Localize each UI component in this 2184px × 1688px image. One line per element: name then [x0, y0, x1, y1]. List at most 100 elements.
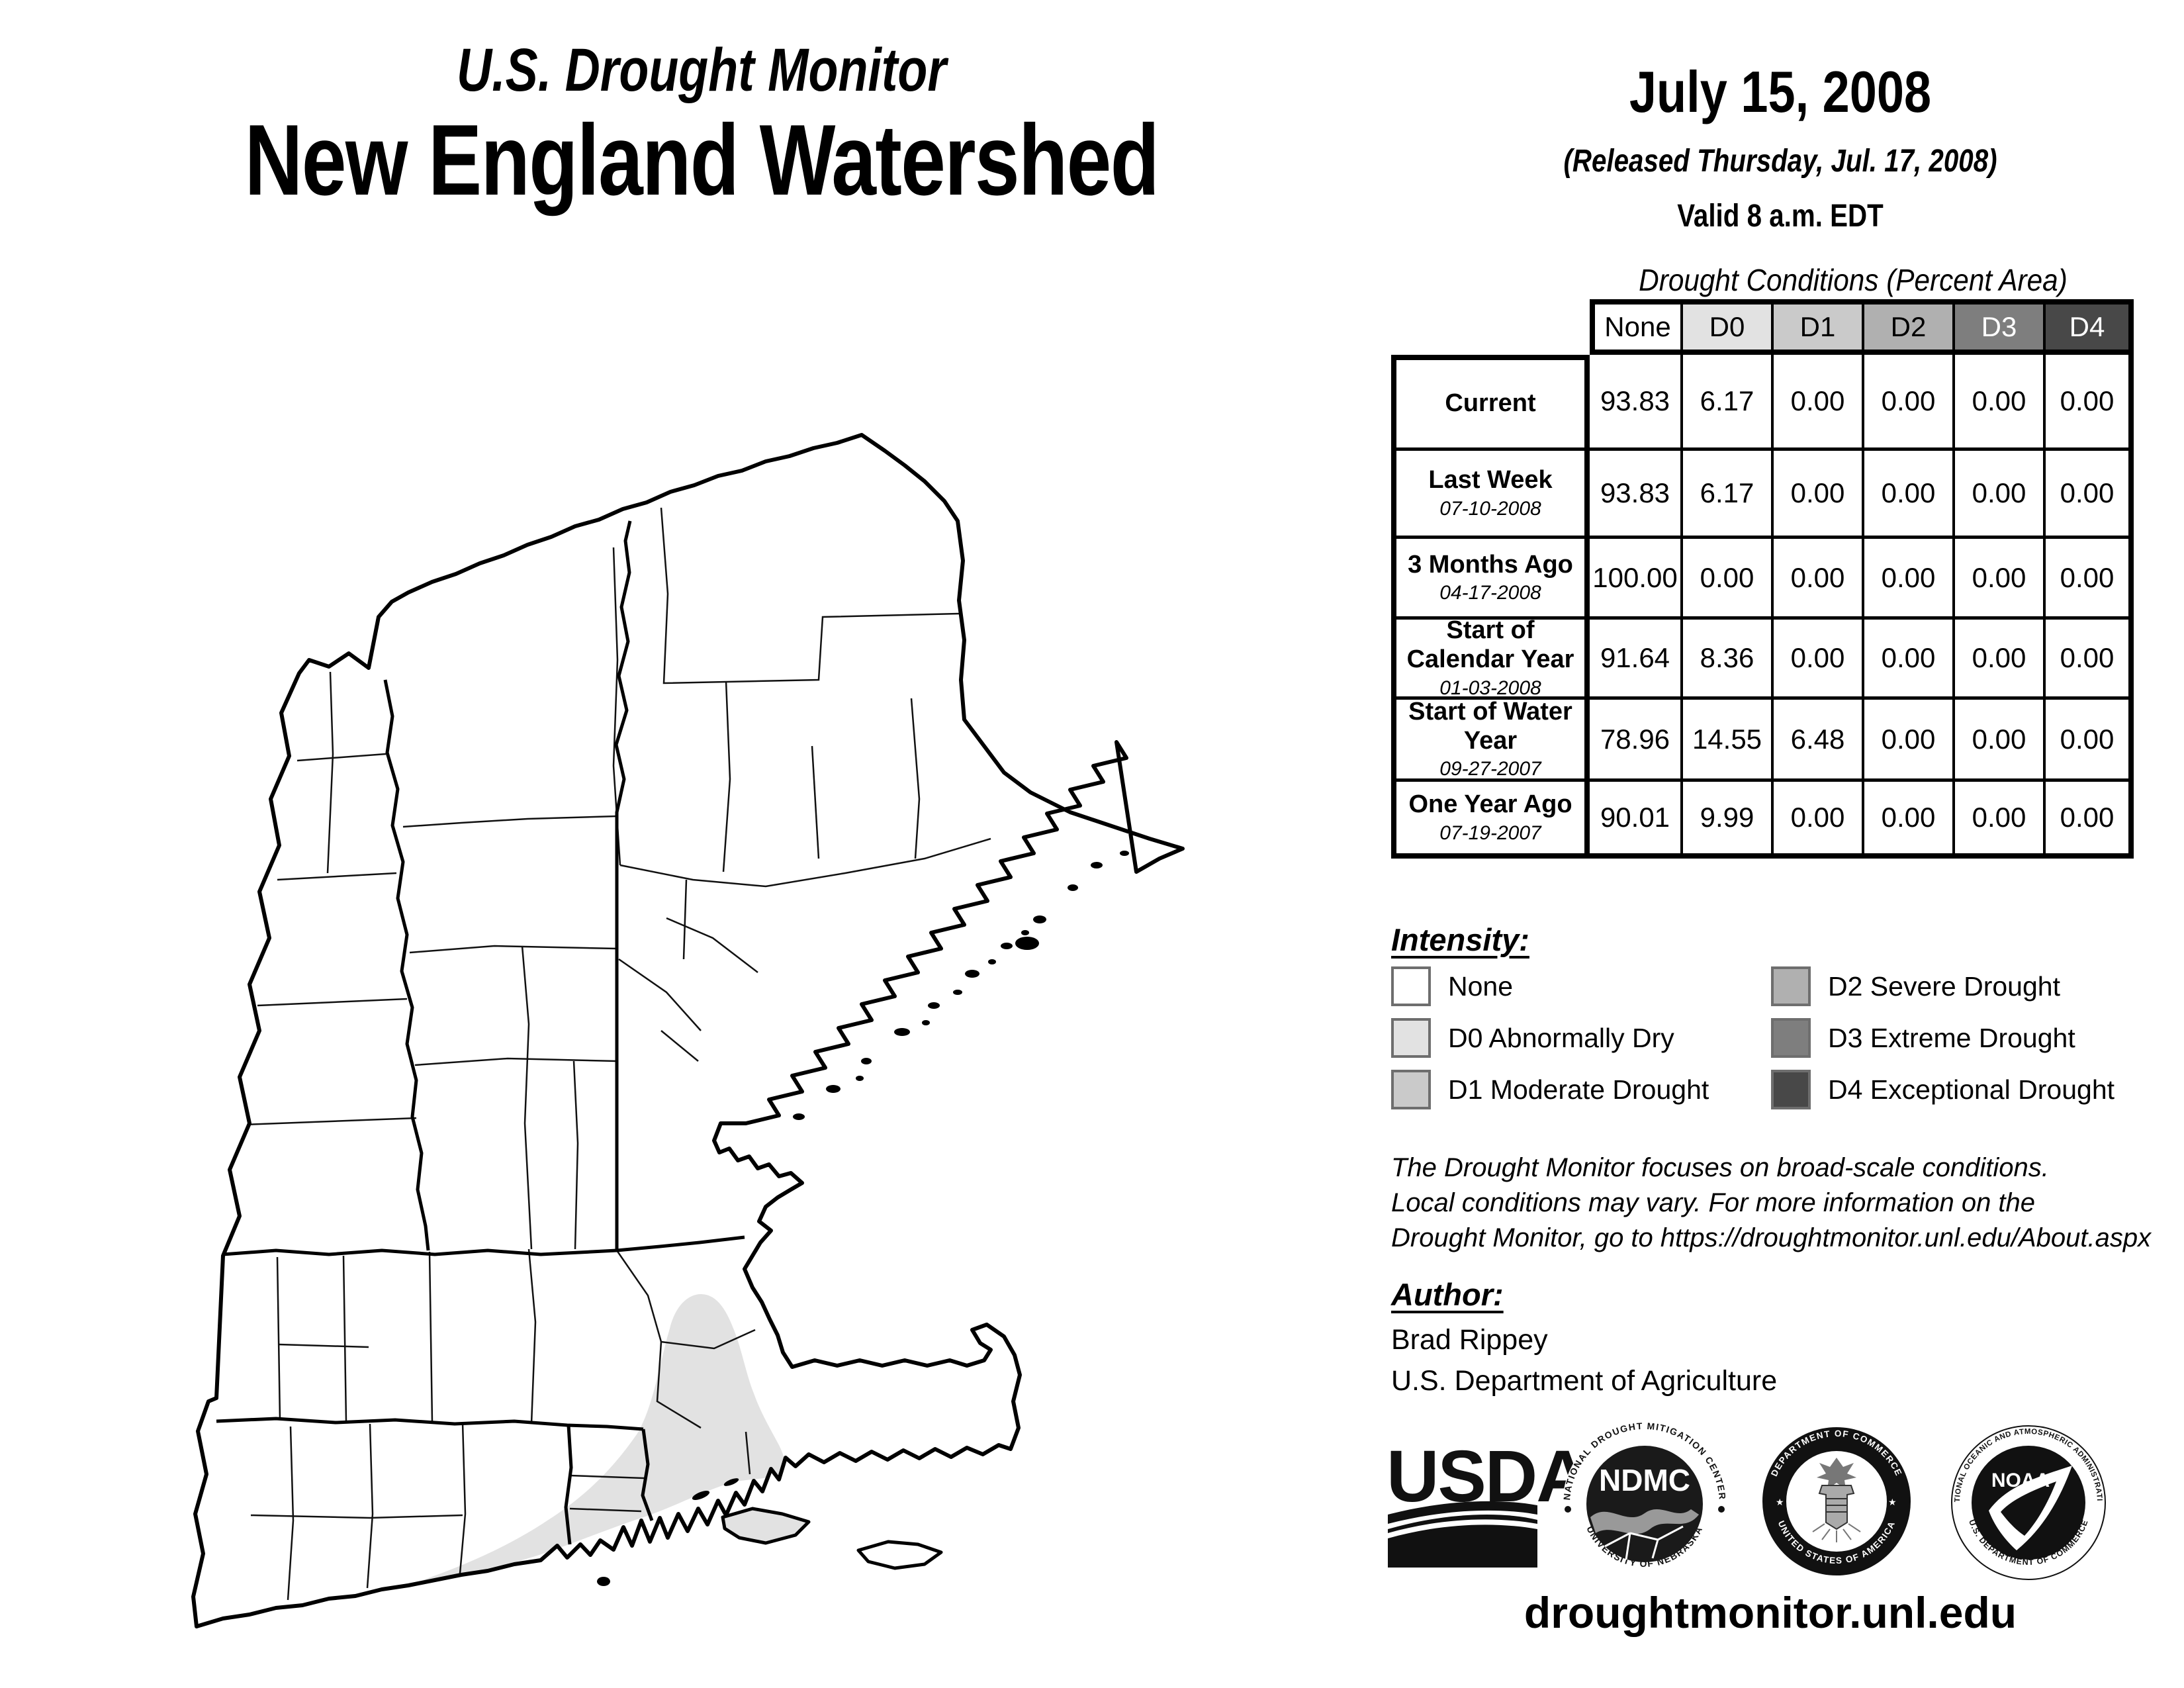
table-value: 100.00	[1590, 536, 1680, 616]
row-date: 04-17-2008	[1439, 582, 1541, 604]
table-value: 0.00	[1771, 355, 1862, 447]
legend-label: D2 Severe Drought	[1828, 970, 2060, 1002]
release-date: (Released Thursday, Jul. 17, 2008)	[1563, 144, 1997, 179]
noaa-bird	[1989, 1466, 2072, 1550]
legend-item: D2 Severe Drought	[1771, 966, 2115, 1006]
drought-table: None D0 D1 D2 D3 D4 Current 93.83 6.17 0.00 0.00 0.…	[1391, 299, 2134, 859]
table-title: Drought Conditions (Percent Area)	[1639, 263, 2068, 297]
column-header-d4: D4	[2043, 299, 2134, 355]
legend-item: D4 Exceptional Drought	[1771, 1070, 2115, 1109]
table-value: 78.96	[1590, 696, 1680, 778]
legend-swatch	[1771, 1070, 1811, 1109]
table-value: 0.00	[1952, 696, 2043, 778]
row-label-text: Current	[1445, 389, 1536, 418]
table-value: 0.00	[1952, 616, 2043, 696]
table-value: 0.00	[1862, 778, 1952, 859]
row-label: Last Week 07-10-2008	[1391, 447, 1590, 536]
legend-title: Intensity:	[1391, 922, 1529, 957]
map-islands	[721, 1507, 943, 1570]
row-date: 09-27-2007	[1439, 758, 1541, 780]
new-england-watershed-map	[191, 433, 1185, 1628]
row-date: 01-03-2008	[1439, 677, 1541, 699]
column-header-d2: D2	[1862, 299, 1952, 355]
map-county-boundaries	[244, 507, 991, 1601]
row-label: Start of Calendar Year 01-03-2008	[1391, 616, 1590, 699]
table-value: 0.00	[1862, 536, 1952, 616]
disclaimer-line: The Drought Monitor focuses on broad-sca…	[1391, 1153, 2049, 1182]
agency-logos: USDA NATIONAL DROUGHT MITIGATION CENTER …	[1380, 1417, 2106, 1586]
disclaimer-line: Drought Monitor, go to https://droughtmo…	[1391, 1223, 2152, 1253]
disclaimer-line: Local conditions may vary. For more info…	[1391, 1188, 2036, 1218]
row-label-text: Start of Water Year	[1408, 697, 1572, 755]
legend-swatch	[1391, 1070, 1431, 1109]
table-value: 0.00	[1862, 616, 1952, 696]
disclaimer-text: The Drought Monitor focuses on broad-sca…	[1391, 1150, 2151, 1256]
legend-item: D1 Moderate Drought	[1391, 1070, 1709, 1109]
doc-eagle	[1817, 1458, 1856, 1489]
legend-item: None	[1391, 966, 1709, 1006]
table-value: 93.83	[1590, 355, 1680, 447]
table-value: 90.01	[1590, 778, 1680, 859]
column-header-d1: D1	[1771, 299, 1862, 355]
row-label-text: 3 Months Ago	[1408, 550, 1573, 579]
row-label: One Year Ago 07-19-2007	[1391, 778, 1590, 859]
row-date: 07-19-2007	[1439, 821, 1541, 844]
table-value: 0.00	[1771, 778, 1862, 859]
title-block: U.S. Drought Monitor New England Watersh…	[0, 38, 1403, 213]
table-value: 0.00	[2043, 355, 2134, 447]
table-value: 0.00	[1862, 355, 1952, 447]
doc-shield	[1818, 1485, 1855, 1530]
doc-star-left: ★	[1776, 1497, 1784, 1507]
column-header-none: None	[1590, 299, 1680, 355]
usda-logo: USDA	[1387, 1436, 1589, 1568]
legend-swatch	[1771, 966, 1811, 1006]
row-label-text: Start of Calendar Year	[1406, 616, 1574, 673]
doc-star-right: ★	[1888, 1497, 1897, 1507]
author-org: U.S. Department of Agriculture	[1391, 1365, 1778, 1397]
table-value: 0.00	[2043, 536, 2134, 616]
ndmc-logo: NATIONAL DROUGHT MITIGATION CENTER UNIVE…	[1561, 1421, 1727, 1586]
legend-label: None	[1448, 970, 1514, 1002]
table-value: 0.00	[2043, 778, 2134, 859]
website-url: droughtmonitor.unl.edu	[1524, 1588, 2017, 1637]
ndmc-wordmark: NDMC	[1599, 1463, 1690, 1497]
legend-item: D0 Abnormally Dry	[1391, 1018, 1709, 1058]
report-title: U.S. Drought Monitor	[457, 36, 946, 104]
legend-swatch	[1771, 1018, 1811, 1058]
table-value: 14.55	[1680, 696, 1771, 778]
legend-column-right: D2 Severe Drought D3 Extreme Drought D4 Ex…	[1771, 966, 2115, 1123]
table-value: 8.36	[1680, 616, 1771, 696]
legend-item: D3 Extreme Drought	[1771, 1018, 2115, 1058]
legend-label: D3 Extreme Drought	[1828, 1022, 2075, 1053]
table-value: 0.00	[1771, 536, 1862, 616]
legend-swatch	[1391, 1018, 1431, 1058]
table-value: 0.00	[1952, 355, 2043, 447]
column-header-d0: D0	[1680, 299, 1771, 355]
author-title: Author:	[1391, 1277, 1504, 1312]
map-outer-boundary	[191, 433, 1185, 1628]
row-date: 07-10-2008	[1439, 497, 1541, 520]
row-label: Start of Water Year 09-27-2007	[1391, 696, 1590, 780]
legend-label: D4 Exceptional Drought	[1828, 1074, 2115, 1105]
row-label: Current	[1391, 355, 1590, 447]
row-label-text: One Year Ago	[1408, 790, 1572, 819]
table-value: 9.99	[1680, 778, 1771, 859]
table-corner-spacer	[1391, 299, 1590, 355]
table-value: 0.00	[1862, 696, 1952, 778]
map-state-boundaries	[216, 520, 745, 1545]
column-header-d3: D3	[1952, 299, 2043, 355]
region-title: New England Watershed	[244, 103, 1160, 216]
map-date: July 15, 2008	[1629, 59, 1932, 124]
table-value: 0.00	[1862, 447, 1952, 536]
table-value: 93.83	[1590, 447, 1680, 536]
table-value: 91.64	[1590, 616, 1680, 696]
author-name: Brad Rippey	[1391, 1324, 1548, 1356]
doc-logo: DEPARTMENT OF COMMERCE UNITED STATES OF …	[1762, 1427, 1911, 1575]
table-value: 0.00	[2043, 447, 2134, 536]
table-value: 0.00	[1952, 536, 2043, 616]
date-block: July 15, 2008 (Released Thursday, Jul. 1…	[1403, 58, 2158, 234]
table-value: 0.00	[1680, 536, 1771, 616]
table-value: 0.00	[1952, 447, 2043, 536]
valid-time: Valid 8 a.m. EDT	[1677, 199, 1884, 234]
